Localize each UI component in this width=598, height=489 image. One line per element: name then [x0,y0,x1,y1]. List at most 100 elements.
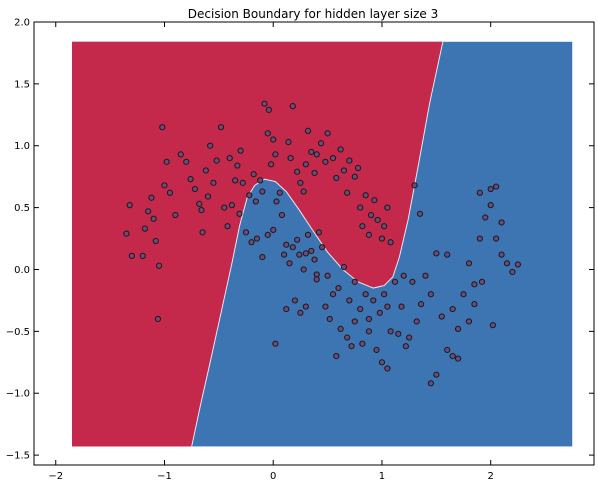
scatter-point [302,250,309,257]
scatter-point [374,216,381,224]
scatter-point [154,315,162,323]
scatter-point [217,124,225,131]
scatter-point [449,305,456,313]
scatter-point [376,309,383,316]
scatter-point [210,179,217,186]
scatter-point [313,151,320,158]
scatter-point [159,124,166,131]
scatter-point [416,210,424,217]
scatter-point [346,297,353,304]
scatter-point [400,272,407,279]
scatter-point [172,211,179,219]
scatter-point [259,188,266,195]
y-tick-label: 2.0 [14,18,30,29]
scatter-point [155,262,163,269]
scatter-point [373,346,380,354]
scatter-point [381,291,388,298]
scatter-point [384,204,391,211]
scatter-point [346,157,353,164]
scatter-point [232,177,239,184]
scatter-point [344,189,351,196]
scatter-point [187,176,194,183]
chart-title: Decision Boundary for hidden layer size … [188,7,438,21]
x-tick-label: −2 [48,471,63,482]
scatter-point [326,315,333,323]
scatter-point [378,359,386,366]
scatter-point [196,200,203,208]
scatter-point [315,229,322,236]
scatter-point [126,202,133,209]
scatter-point [123,230,130,237]
scatter-point [378,235,386,242]
scatter-point [308,247,315,255]
scatter-point [161,182,168,189]
scatter-point [259,254,266,261]
scatter-point [324,130,331,137]
scatter-point [265,106,272,113]
scatter-point [313,276,320,283]
scatter-point [384,303,391,310]
x-tick-label: 0 [270,471,276,482]
scatter-point [297,309,304,316]
scatter-point [391,278,399,285]
scatter-point [291,297,299,304]
scatter-point [359,340,366,347]
scatter-point [427,291,434,298]
scatter-point [322,303,329,310]
scatter-point [351,318,358,325]
scatter-point [287,155,294,162]
y-tick-label: 1.0 [14,141,30,152]
scatter-point [177,151,184,158]
scatter-point [202,167,209,174]
plot-area [72,41,573,447]
scatter-point [418,301,425,308]
scatter-point [337,146,344,153]
scatter-point [128,252,135,259]
scatter-point [261,100,268,107]
scatter-point [365,328,373,335]
scatter-point [387,239,394,246]
scatter-point [493,235,500,242]
decision-boundary-line [191,41,444,447]
scatter-point [308,148,315,156]
axis-ticks: −2 −1 0 1 2 −1.5 −1.0 −0.5 0.0 0.5 1.0 1.5 2.0 [6,18,594,482]
scatter-point [335,284,342,292]
scatter-point [150,215,157,222]
scatter-point [296,251,303,258]
scatter-point [359,223,366,230]
scatter-point [402,343,409,350]
scatter-point [337,325,344,332]
scatter-point [242,229,250,236]
scatter-point [250,171,257,178]
scatter-point [344,334,351,341]
scatter-point [433,250,440,257]
scatter-point [289,244,296,251]
x-tick-label: 1 [379,471,385,482]
scatter-point [476,189,483,196]
scatter-point [191,185,199,193]
scatter-point [285,138,292,146]
scatter-point [487,185,494,193]
scatter-point [365,315,373,323]
scatter-point [264,130,271,137]
scatter-point [294,236,301,243]
scatter-point [514,261,521,268]
scatter-point [489,322,496,329]
scatter-point [362,291,369,298]
scatter-point [283,305,290,313]
scatter-point [253,235,261,242]
scatter-point [465,260,473,267]
scatter-point [234,162,241,169]
scatter-point [422,272,429,279]
scatter-point [228,202,236,209]
scatter-point [304,127,312,134]
scatter-point [324,272,331,279]
scatter-point [141,225,149,232]
scatter-point [278,211,286,219]
scatter-point [454,355,462,362]
scatter-point [270,136,277,143]
scatter-point [438,313,445,320]
scatter-point [270,226,277,233]
scatter-point [498,219,505,226]
